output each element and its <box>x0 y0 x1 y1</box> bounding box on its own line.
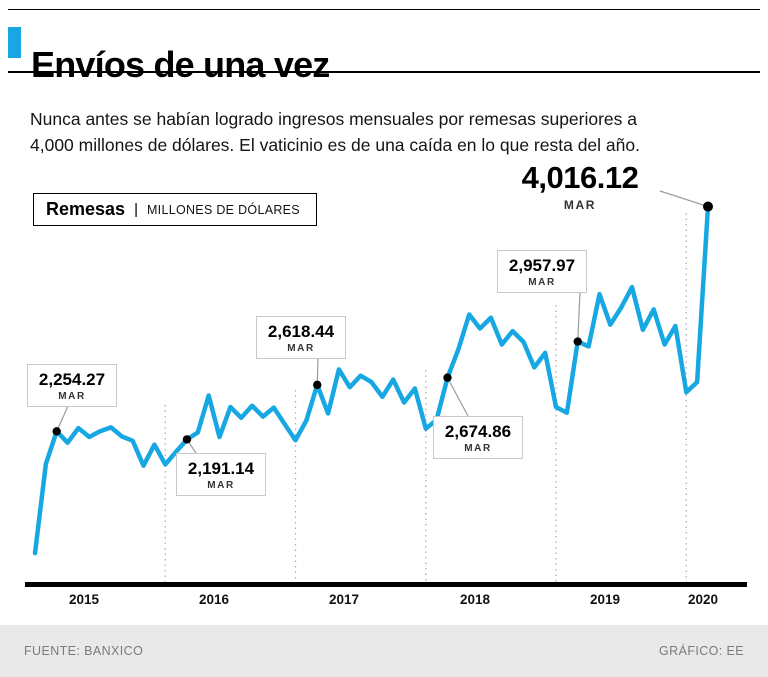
remesas-line <box>32 204 711 556</box>
data-point-dot <box>703 201 713 212</box>
credit-label: GRÁFICO: EE <box>659 644 744 658</box>
callout-pointer-line <box>446 377 469 417</box>
callout-value: 2,618.44 <box>267 322 335 341</box>
source-label: FUENTE: BANXICO <box>24 644 144 658</box>
subtitle-line-2: 4,000 millones de dólares. El vaticinio … <box>30 134 640 155</box>
chart-legend: Remesas | MILLONES DE DÓLARES <box>33 193 317 226</box>
page-title: Envíos de una vez <box>31 44 330 86</box>
year-label-2017: 2017 <box>329 592 359 607</box>
legend-series-name: Remesas <box>46 199 126 219</box>
data-point-dot <box>182 435 192 444</box>
callout-mar-2020-record: 4,016.12 MAR <box>500 159 660 212</box>
callout-month: MAR <box>58 391 86 403</box>
callout-mar-2015: 2,254.27 MAR <box>27 364 117 408</box>
callout-month: MAR <box>287 343 315 355</box>
legend-separator: | <box>134 201 138 218</box>
subtitle-line-1: Nunca antes se habían logrado ingresos m… <box>30 108 638 129</box>
callout-mar-2018: 2,674.86 MAR <box>433 416 523 460</box>
top-rule <box>8 9 760 10</box>
callout-month: MAR <box>464 443 492 455</box>
remittances-line-chart: 2015 2016 2017 2018 2019 2020 <box>25 190 747 607</box>
callout-mar-2019: 2,957.97 MAR <box>497 250 587 294</box>
callout-value: 2,674.86 <box>444 422 512 441</box>
year-label-2019: 2019 <box>590 592 620 607</box>
data-point-dot <box>443 373 452 382</box>
callout-value: 4,016.12 <box>521 160 639 195</box>
year-label-2018: 2018 <box>460 592 491 607</box>
callout-pointer-line <box>577 291 581 342</box>
year-label-2015: 2015 <box>69 592 100 607</box>
title-underline-rule <box>8 71 760 73</box>
callout-month: MAR <box>528 277 556 289</box>
callout-pointer-line <box>56 405 69 432</box>
remittances-chart-area: 2015 2016 2017 2018 2019 2020 Remesas | MILLO… <box>0 155 768 625</box>
callout-month: MAR <box>563 198 597 213</box>
callout-pointer-line <box>316 357 319 385</box>
subtitle: Nunca antes se habían logrado ingresos m… <box>30 106 640 158</box>
callout-value: 2,191.14 <box>187 459 255 478</box>
year-label-2016: 2016 <box>199 592 230 607</box>
data-point-dot <box>52 427 61 436</box>
data-point-dot <box>573 337 582 346</box>
footer-bar: FUENTE: BANXICO GRÁFICO: EE <box>0 625 768 677</box>
callout-pointer-line <box>659 190 709 208</box>
year-label-2020: 2020 <box>688 592 718 607</box>
callout-value: 2,957.97 <box>508 256 576 275</box>
data-point-dot <box>313 380 322 390</box>
callout-month: MAR <box>207 480 235 492</box>
x-axis-line <box>25 582 747 587</box>
title-accent-bar <box>8 27 21 58</box>
callout-mar-2016: 2,191.14 MAR <box>176 453 266 497</box>
legend-units: MILLONES DE DÓLARES <box>146 202 300 217</box>
callout-mar-2017: 2,618.44 MAR <box>256 316 346 360</box>
callout-value: 2,254.27 <box>38 370 106 389</box>
